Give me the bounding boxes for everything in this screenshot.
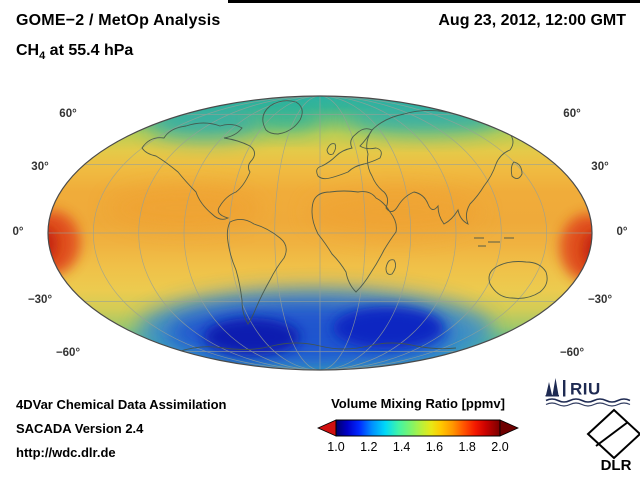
species-symbol: CH [16,42,40,59]
species-subscript: 4 [39,50,46,63]
riu-logo: RIU [545,378,631,407]
tick-2-0: 2.0 [491,440,509,454]
lat-label-right-60: 60° [563,108,581,120]
colorbar-over-arrow [499,419,519,437]
pressure-level: at 55.4 hPa [45,42,134,59]
top-border-line [228,0,640,3]
page-title: GOME−2 / MetOp Analysis [16,12,221,29]
dlr-emblem-icon [586,408,640,460]
colorbar-scale [317,419,519,437]
riu-wordmark: RIU [570,380,601,399]
footer-assimilation-label: 4DVar Chemical Data Assimilation [16,397,227,412]
riu-divider [563,380,566,397]
lat-label-left-0: 0° [12,226,24,238]
lat-label-right-m60: −60° [559,347,585,359]
colorbar-gradient [335,419,501,437]
map-anomaly-layers [48,104,592,370]
cathedral-icon [546,378,559,395]
colorbar-under-arrow [317,419,337,437]
lat-label-left-m30: −30° [27,294,53,306]
lat-label-left-30: 30° [31,161,49,173]
species-level-label: CH4 at 55.4 hPa [16,42,133,62]
datetime-label: Aug 23, 2012, 12:00 GMT [438,12,626,29]
wave-lines-icon [545,398,631,407]
lat-label-right-0: 0° [616,226,628,238]
tick-1-6: 1.6 [425,440,444,454]
lat-label-left-m60: −60° [55,347,81,359]
footer-version-label: SACADA Version 2.4 [16,421,144,436]
tick-1-2: 1.2 [360,440,378,454]
colorbar-ticks: 1.0 1.2 1.4 1.6 1.8 2.0 [316,440,520,456]
dlr-wordmark: DLR [601,457,632,472]
lat-label-left-60: 60° [59,108,77,120]
coastlines [141,100,563,353]
dlr-logo: DLR [586,408,640,472]
footer-url: http://wdc.dlr.de [16,445,116,460]
tick-1-0: 1.0 [327,440,345,454]
map-outline [47,95,593,371]
lat-label-right-30: 30° [591,161,609,173]
colorbar-title: Volume Mixing Ratio [ppmv] [331,396,505,411]
graticule [48,95,592,371]
lat-label-right-m30: −30° [587,294,613,306]
tick-1-4: 1.4 [392,440,411,454]
colorbar: Volume Mixing Ratio [ppmv] [316,396,520,456]
tick-1-8: 1.8 [458,440,476,454]
